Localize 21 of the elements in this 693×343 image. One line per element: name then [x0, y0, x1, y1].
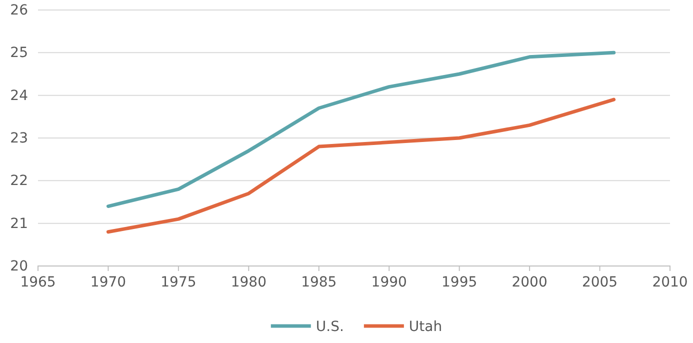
y-tick-label: 22 [10, 173, 28, 190]
x-tick-label: 1980 [230, 274, 266, 291]
y-tick-label: 23 [10, 130, 28, 146]
x-tick-label: 1965 [20, 274, 56, 291]
line-series [106, 98, 616, 234]
x-tick-label: 1985 [301, 274, 337, 291]
y-tick-label: 25 [10, 45, 28, 62]
x-tick-label: 2010 [652, 274, 688, 291]
legend-label: U.S. [316, 319, 344, 335]
y-tick-label: 26 [10, 2, 28, 18]
x-tick-label: 1975 [160, 274, 196, 291]
line-series [106, 50, 616, 208]
legend-label: Utah [408, 319, 442, 335]
x-tick-label: 2005 [582, 274, 618, 291]
y-tick-label: 24 [10, 88, 28, 104]
y-tick-label: 20 [10, 258, 28, 274]
x-tick-label: 1995 [442, 274, 478, 291]
x-tick-label: 1990 [371, 274, 407, 291]
x-tick-label: 2000 [512, 274, 548, 291]
x-tick-label: 1970 [90, 274, 126, 291]
y-tick-label: 21 [10, 216, 28, 232]
